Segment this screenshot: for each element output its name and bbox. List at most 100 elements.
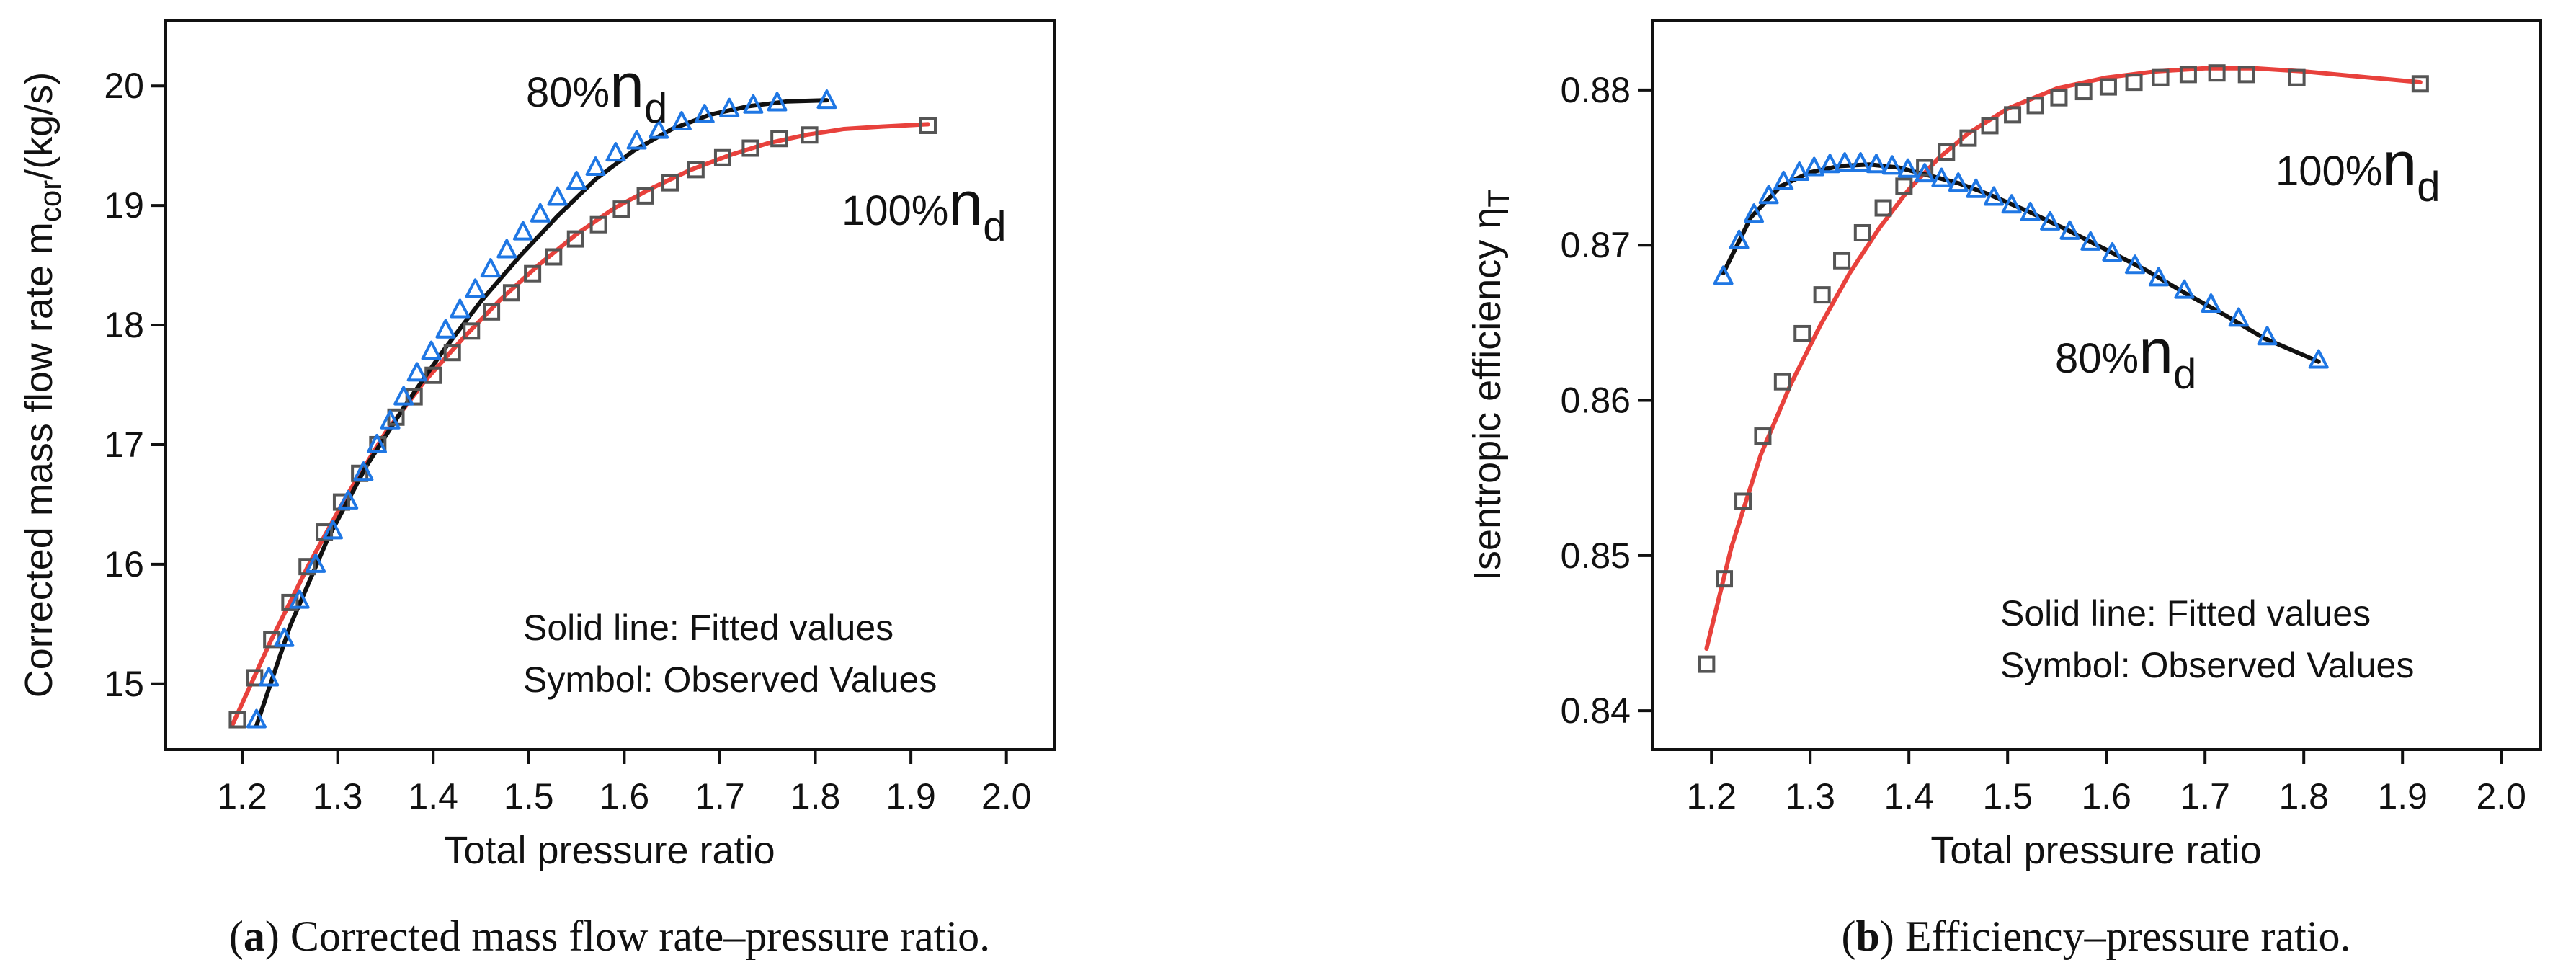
panel-b-80-observed-point	[2040, 210, 2061, 231]
panel-b-caption-close-paren: )	[1880, 912, 1894, 960]
panel-a-80-observed-point	[530, 203, 551, 223]
panel-a: 1.2 1.3 1.4 1.5 1.6 1.7 1.8 1.9 2.0151617181920 …	[17, 19, 1056, 960]
panel-a-100-observed-point	[443, 344, 461, 362]
panel-b-80-observed-point	[1789, 161, 1810, 182]
panel-b-100-observed-point	[1916, 159, 1934, 177]
panel-b-100-observed-point	[1793, 324, 1811, 342]
panel-b-label-100: 100%nd	[2276, 130, 2440, 210]
panel-a-80-fitted-line	[254, 98, 829, 728]
panel-b: 1.2 1.3 1.4 1.5 1.6 1.7 1.8 1.9 2.0 0.84 0.85 0.86 0…	[1466, 19, 2542, 960]
panel-b-y-tick-label: 0.85	[1561, 535, 1631, 576]
panel-a-80-observed-point	[246, 708, 267, 729]
panel-b-80-observed-point	[1758, 185, 1779, 205]
panel-a-caption-close-paren: )	[265, 912, 280, 960]
panel-a-100-observed-point	[589, 215, 607, 234]
panel-b-y-tick-label: 0.86	[1561, 381, 1631, 421]
panel-b-80-observed-point	[1713, 265, 1734, 285]
panel-b-x-tick-label: 1.9	[2377, 776, 2428, 817]
panel-b-caption-letter: b	[1855, 912, 1879, 960]
panel-a-100-observed-point	[524, 264, 542, 283]
panel-b-ylabel-main: Isentropic efficiency η	[1466, 208, 1509, 581]
panel-a-100-observed-point	[281, 593, 299, 611]
panel-a-ylabel-subscript: cor	[33, 180, 67, 222]
panel-a-caption: (a) Corrected mass flow rate–pressure ra…	[229, 912, 990, 960]
panel-b-80-observed-point	[2059, 220, 2080, 240]
panel-a-80-observed-point	[259, 667, 280, 687]
panel-b-ticks: 1.2 1.3 1.4 1.5 1.6 1.7 1.8 1.9 2.0 0.84 0.85 0.86 0…	[1561, 70, 2526, 817]
panel-a-80-observed-point	[605, 142, 626, 162]
panel-b-100-observed-point	[1734, 492, 1752, 510]
panel-a-80-observed-point	[367, 433, 387, 453]
panel-a-y-tick-label: 19	[104, 185, 144, 226]
panel-a-80-observed-point	[421, 340, 442, 360]
panel-b-80-observed-point	[1744, 203, 1765, 223]
panel-b-80-observed-point	[1984, 186, 2005, 206]
panel-b-label-80-subscript: d	[2173, 351, 2196, 398]
panel-a-80-observed-point	[566, 170, 587, 190]
panel-b-100-observed-point	[1773, 373, 1791, 391]
panel-a-ylabel: Corrected mass flow rate mcor/(kg/s)	[17, 72, 67, 698]
panel-b-100-observed-point	[2099, 78, 2117, 96]
panel-a-100-observed-point	[545, 248, 563, 266]
panel-a-100-observed-point	[483, 303, 501, 321]
panel-a-100-observed-point	[741, 139, 759, 157]
panel-a-y-tick-label: 15	[104, 664, 144, 704]
panel-a-100-observed-point	[636, 187, 654, 205]
panel-a-ylabel-tail: /(kg/s)	[17, 72, 61, 180]
panel-a-label-80-prefix: 80%	[526, 69, 610, 116]
panel-b-80-observed-point	[2257, 326, 2278, 346]
panel-a-x-tick-label: 1.8	[790, 776, 841, 817]
panel-b-label-80-prefix: 80%	[2055, 335, 2139, 382]
panel-b-80-observed-point	[2020, 202, 2041, 221]
panel-a-80-observed-point	[306, 553, 326, 573]
panel-b-x-tick-label: 1.2	[1686, 776, 1737, 817]
panel-a-100-observed-point	[424, 366, 442, 384]
panel-a-80-observed-point	[274, 627, 295, 647]
panel-a-caption-open-paren: (	[229, 912, 244, 960]
panel-a-ticks: 1.2 1.3 1.4 1.5 1.6 1.7 1.8 1.9 2.0 15 16 17 18 19 20	[104, 66, 1031, 817]
panel-b-80-observed-point	[2308, 349, 2329, 369]
panel-b-80-observed-point	[1729, 229, 1750, 249]
panel-a-80-observed-point	[323, 520, 344, 540]
panel-a-80-observed-point	[694, 104, 715, 124]
panel-b-80-observed-point	[2201, 293, 2221, 314]
panel-b-ylabel-subscript: T	[1481, 189, 1515, 208]
panel-b-80-observed-point	[1819, 154, 1840, 174]
panel-a-80-observed-point	[626, 130, 647, 150]
panel-b-100-observed-point	[2050, 89, 2068, 107]
panel-a-80-observed-point	[767, 92, 788, 112]
panel-a-y-tick-label: 20	[104, 66, 144, 106]
panel-b-label-100-n: n	[2382, 130, 2417, 199]
panel-b-80-observed-point	[2174, 279, 2195, 299]
panel-b-caption-text: Efficiency–pressure ratio.	[1894, 912, 2351, 960]
panel-a-80-observed-point	[465, 278, 486, 298]
panel-b-80-observed-point	[2124, 254, 2145, 275]
panel-b-xlabel: Total pressure ratio	[1930, 829, 2261, 872]
panel-a-label-80-n: n	[610, 51, 644, 120]
panel-b-100-observed-point	[1938, 143, 1956, 161]
panel-b-80-observed-point	[2001, 194, 2022, 214]
panel-b-100-observed-point	[2125, 74, 2143, 92]
panel-b-y-tick-label: 0.88	[1561, 70, 1631, 110]
panel-b-100-observed-point	[2152, 68, 2170, 86]
panel-a-100-observed-point	[919, 116, 937, 134]
panel-b-80-observed-point	[2102, 241, 2123, 262]
panel-b-label-80: 80%nd	[2055, 317, 2196, 398]
panel-a-note-fitted: Solid line: Fitted values	[523, 608, 893, 648]
panel-b-80-observed-point	[1866, 154, 1886, 174]
panel-b-plot-frame	[1651, 19, 2542, 751]
panel-a-80-observed-point	[393, 386, 414, 406]
panel-b-100-observed-point	[2074, 83, 2093, 101]
panel-a-100-observed-point	[502, 284, 520, 302]
panel-b-100-observed-point	[1698, 655, 1716, 673]
panel-b-100-observed-point	[2004, 106, 2022, 124]
panel-b-y-tick-label: 0.87	[1561, 225, 1631, 265]
panel-a-80-observed-point	[671, 111, 692, 131]
panel-a-80-observed-point	[480, 258, 501, 278]
panel-b-100-observed-point	[1959, 129, 1977, 147]
panel-a-y-tick-label: 16	[104, 544, 144, 584]
panel-b-x-tick-label: 2.0	[2476, 776, 2526, 817]
panel-a-100-observed-point	[246, 669, 264, 687]
panel-b-label-80-n: n	[2139, 317, 2173, 386]
panel-b-x-tick-label: 1.7	[2180, 776, 2230, 817]
